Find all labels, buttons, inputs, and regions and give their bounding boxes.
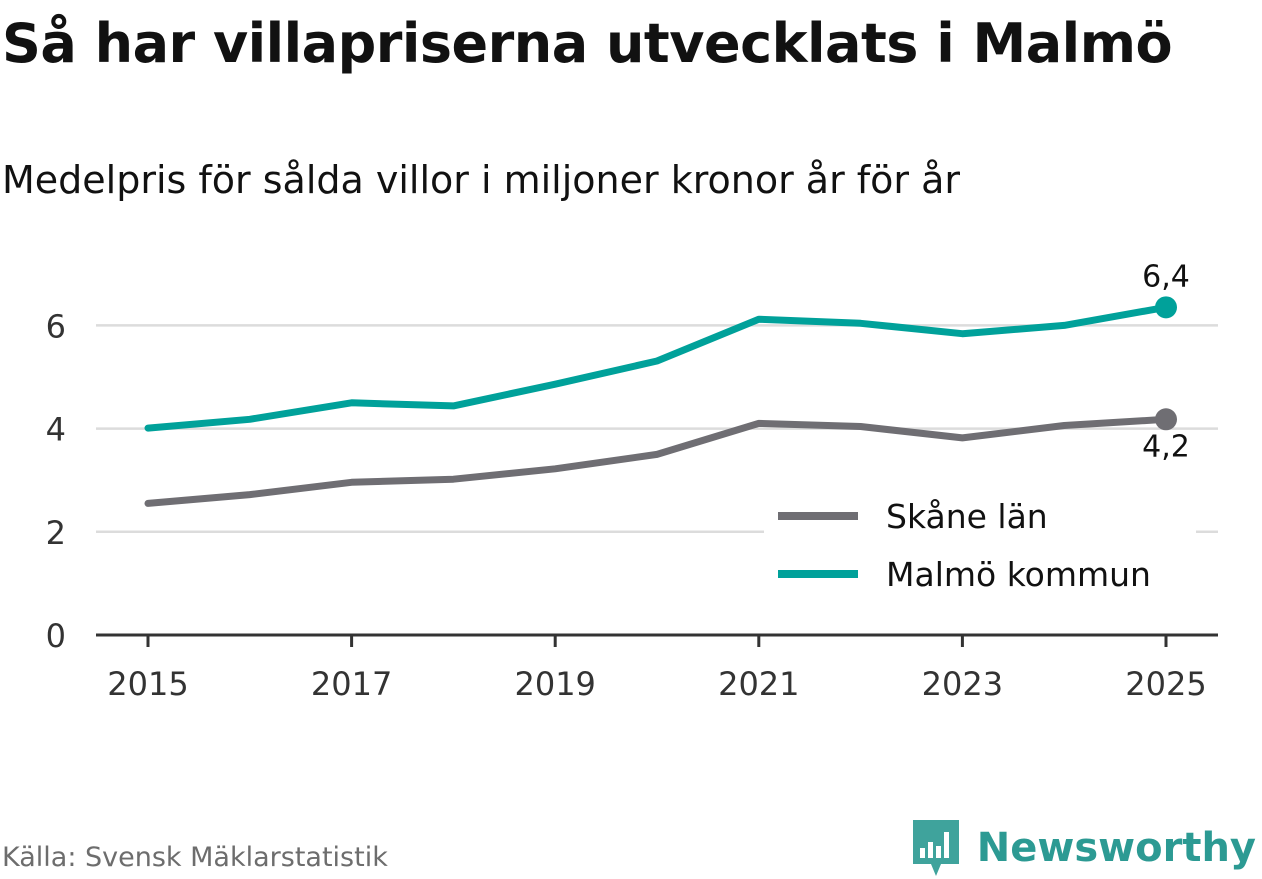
end-value-label: 6,4 <box>1142 259 1190 294</box>
y-tick-label: 0 <box>46 617 66 655</box>
data-labels: 4,2 6,4 <box>1142 259 1190 464</box>
legend-label: Skåne län <box>886 497 1048 536</box>
y-tick-label: 4 <box>46 411 66 449</box>
legend-label: Malmö kommun <box>886 555 1151 594</box>
x-tick-label: 2019 <box>514 665 595 703</box>
end-value-label: 4,2 <box>1142 429 1190 464</box>
legend-background <box>764 484 1196 610</box>
source-note: Källa: Svensk Mäklarstatistik <box>2 842 388 873</box>
series-line-sk-ne-l-n <box>144 415 1170 507</box>
brand-name: Newsworthy <box>976 825 1256 871</box>
chart-title: Så har villapriserna utvecklats i Malmö <box>2 12 1173 75</box>
x-tick-label: 2025 <box>1125 665 1206 703</box>
x-tick-label: 2017 <box>311 665 392 703</box>
end-point-marker <box>1155 296 1177 319</box>
newsworthy-logo-icon <box>912 820 959 876</box>
series-line-malm-kommun <box>144 303 1170 432</box>
x-tick-label: 2015 <box>107 665 188 703</box>
y-tick-label: 6 <box>46 307 66 345</box>
brand-logo: Newsworthy <box>911 818 1256 878</box>
end-point-marker <box>1155 408 1177 431</box>
axes: 0 2 4 6 2015 2017 2019 2021 2023 2025 <box>46 307 1218 703</box>
y-tick-label: 2 <box>46 514 66 552</box>
chart-subtitle: Medelpris för sålda villor i miljoner kr… <box>2 158 961 202</box>
legend: Skåne län Malmö kommun <box>764 484 1196 610</box>
x-tick-label: 2023 <box>922 665 1003 703</box>
series-lines <box>144 296 1177 507</box>
x-tick-label: 2021 <box>718 665 799 703</box>
